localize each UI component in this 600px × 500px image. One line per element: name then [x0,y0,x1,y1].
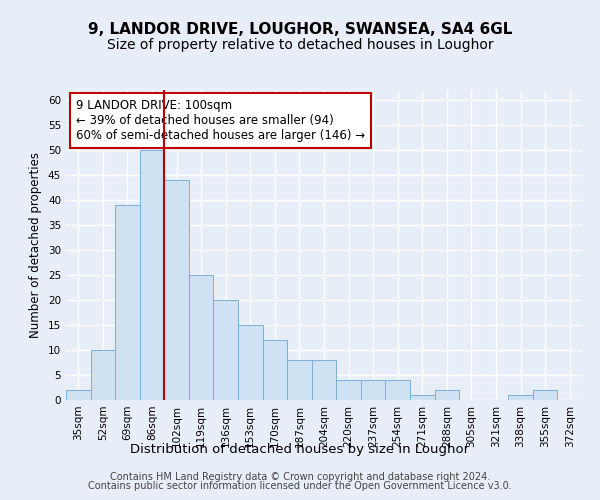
Bar [533,390,557,400]
Text: Size of property relative to detached houses in Loughor: Size of property relative to detached ho… [107,38,493,52]
Bar [115,205,140,400]
Bar [164,180,189,400]
Bar [361,380,385,400]
Bar [434,390,459,400]
Text: Distribution of detached houses by size in Loughor: Distribution of detached houses by size … [130,442,470,456]
Text: Contains HM Land Registry data © Crown copyright and database right 2024.: Contains HM Land Registry data © Crown c… [110,472,490,482]
Text: Contains public sector information licensed under the Open Government Licence v3: Contains public sector information licen… [88,481,512,491]
Bar [385,380,410,400]
Bar [508,395,533,400]
Y-axis label: Number of detached properties: Number of detached properties [29,152,43,338]
Bar [336,380,361,400]
Text: 9, LANDOR DRIVE, LOUGHOR, SWANSEA, SA4 6GL: 9, LANDOR DRIVE, LOUGHOR, SWANSEA, SA4 6… [88,22,512,38]
Bar [214,300,238,400]
Bar [189,275,214,400]
Bar [66,390,91,400]
Text: 9 LANDOR DRIVE: 100sqm
← 39% of detached houses are smaller (94)
60% of semi-det: 9 LANDOR DRIVE: 100sqm ← 39% of detached… [76,100,365,142]
Bar [91,350,115,400]
Bar [263,340,287,400]
Bar [238,325,263,400]
Bar [410,395,434,400]
Bar [312,360,336,400]
Bar [287,360,312,400]
Bar [140,150,164,400]
